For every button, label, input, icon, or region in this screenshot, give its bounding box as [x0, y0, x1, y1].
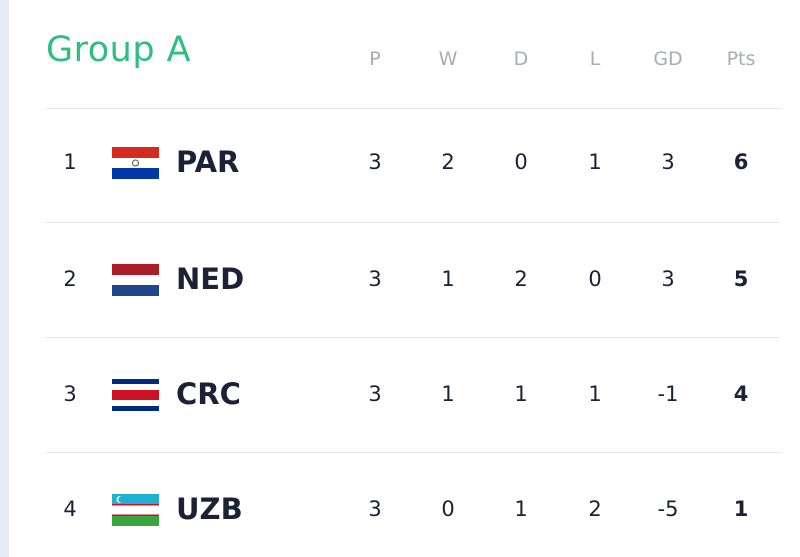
stat-cell: 3	[368, 150, 382, 174]
flag-icon	[112, 264, 159, 296]
column-header: P	[369, 48, 381, 70]
column-header: Pts	[726, 48, 756, 70]
row-divider	[45, 222, 780, 223]
team-name: NED	[176, 262, 245, 296]
stat-cell: 3	[368, 497, 382, 521]
rank: 3	[63, 382, 77, 406]
stat-cell: 3	[661, 150, 675, 174]
stat-cell: 1	[733, 497, 749, 521]
flag-icon	[112, 147, 159, 179]
row-divider	[45, 337, 780, 338]
team-name: CRC	[176, 377, 241, 411]
stat-cell: 3	[661, 267, 675, 291]
stat-cell: 1	[514, 382, 528, 406]
team-name: UZB	[176, 492, 243, 526]
stat-cell: 1	[514, 497, 528, 521]
rank: 1	[63, 150, 77, 174]
stat-cell: 3	[368, 267, 382, 291]
row-divider	[45, 452, 780, 453]
stat-cell: 6	[733, 150, 749, 174]
row-divider	[45, 108, 780, 109]
stat-cell: 2	[514, 267, 528, 291]
stat-cell: 4	[733, 382, 749, 406]
group-title: Group A	[46, 30, 192, 70]
side-strip	[0, 0, 9, 557]
stat-cell: 0	[514, 150, 528, 174]
stat-cell: 0	[588, 267, 602, 291]
column-header: GD	[653, 48, 683, 70]
stat-cell: -5	[657, 497, 679, 521]
stat-cell: 1	[441, 382, 455, 406]
team-name: PAR	[176, 145, 240, 179]
stat-cell: 2	[588, 497, 602, 521]
stat-cell: 1	[441, 267, 455, 291]
stat-cell: 1	[588, 150, 602, 174]
column-header: L	[589, 48, 601, 70]
flag-icon	[112, 379, 159, 411]
stat-cell: 1	[588, 382, 602, 406]
stat-cell: 3	[368, 382, 382, 406]
flag-icon	[112, 494, 159, 526]
column-header: D	[513, 48, 529, 70]
stat-cell: 2	[441, 150, 455, 174]
rank: 2	[63, 267, 77, 291]
stat-cell: 5	[733, 267, 749, 291]
stat-cell: -1	[657, 382, 679, 406]
rank: 4	[63, 497, 77, 521]
stat-cell: 0	[441, 497, 455, 521]
column-header: W	[438, 48, 458, 70]
